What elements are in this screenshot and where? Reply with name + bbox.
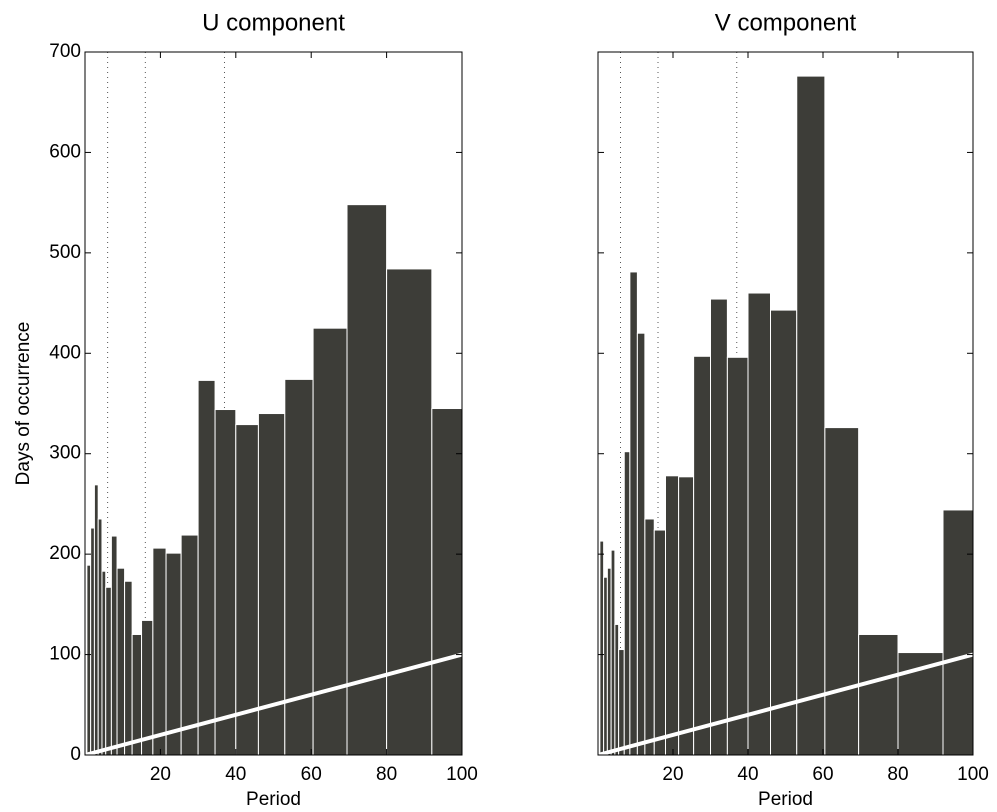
bar	[770, 309, 798, 756]
bar	[644, 518, 655, 756]
chart-title: U component	[202, 9, 345, 36]
bar	[623, 451, 631, 756]
y-tick-label: 200	[49, 543, 81, 564]
bar	[93, 484, 99, 756]
bar	[214, 409, 237, 756]
bar	[284, 378, 314, 756]
x-tick-label: 40	[737, 764, 758, 785]
bar	[629, 271, 638, 756]
y-tick-label: 0	[70, 744, 81, 765]
bar	[636, 332, 646, 756]
bar	[942, 509, 974, 756]
x-axis-label: Period	[246, 789, 301, 810]
bar	[110, 535, 118, 756]
bar	[653, 529, 666, 756]
bar	[610, 549, 616, 756]
bar	[86, 564, 92, 756]
y-tick-label: 100	[49, 644, 81, 665]
bar	[131, 633, 143, 756]
x-tick-label: 100	[957, 764, 989, 785]
bar	[858, 633, 899, 756]
bar	[678, 476, 695, 756]
x-axis-label: Period	[758, 789, 813, 810]
x-tick-label: 100	[446, 764, 478, 785]
axes-frame	[84, 51, 463, 756]
y-axis-label: Days of occurrence	[13, 322, 34, 486]
y-tick-label: 700	[49, 41, 81, 62]
bar	[824, 427, 860, 756]
bar	[606, 567, 612, 756]
bar	[235, 424, 259, 756]
y-tick-label: 600	[49, 141, 81, 162]
bar	[726, 356, 749, 756]
bar	[97, 518, 103, 756]
bar	[618, 649, 625, 756]
reference-line	[597, 652, 974, 757]
x-tick-label: 80	[887, 764, 908, 785]
bar	[180, 534, 199, 756]
bar	[599, 540, 605, 756]
bar	[90, 527, 95, 756]
chart-title: V component	[715, 9, 857, 36]
x-tick-label: 80	[376, 764, 397, 785]
bar	[386, 268, 433, 756]
bar	[124, 580, 133, 756]
x-tick-label: 40	[225, 764, 246, 785]
x-tick-label: 20	[662, 764, 683, 785]
x-tick-label: 20	[150, 764, 171, 785]
bar	[603, 576, 608, 756]
bar	[105, 586, 112, 756]
bar	[116, 567, 126, 756]
x-tick-label: 60	[812, 764, 833, 785]
bar	[796, 75, 826, 756]
bar	[693, 355, 711, 756]
bar	[141, 619, 154, 756]
bar	[346, 204, 388, 756]
y-tick-label: 400	[49, 342, 81, 363]
bar	[101, 570, 107, 756]
bar	[152, 547, 167, 756]
x-tick-label: 60	[301, 764, 322, 785]
bar	[665, 475, 680, 756]
y-tick-label: 500	[49, 242, 81, 263]
bar	[747, 292, 771, 756]
y-tick-label: 300	[49, 443, 81, 464]
bar	[614, 623, 620, 756]
axes-frame	[597, 51, 974, 756]
bar	[165, 552, 182, 756]
bar	[710, 298, 728, 756]
reference-line	[84, 652, 463, 757]
bar	[197, 379, 216, 756]
bar	[431, 408, 463, 756]
